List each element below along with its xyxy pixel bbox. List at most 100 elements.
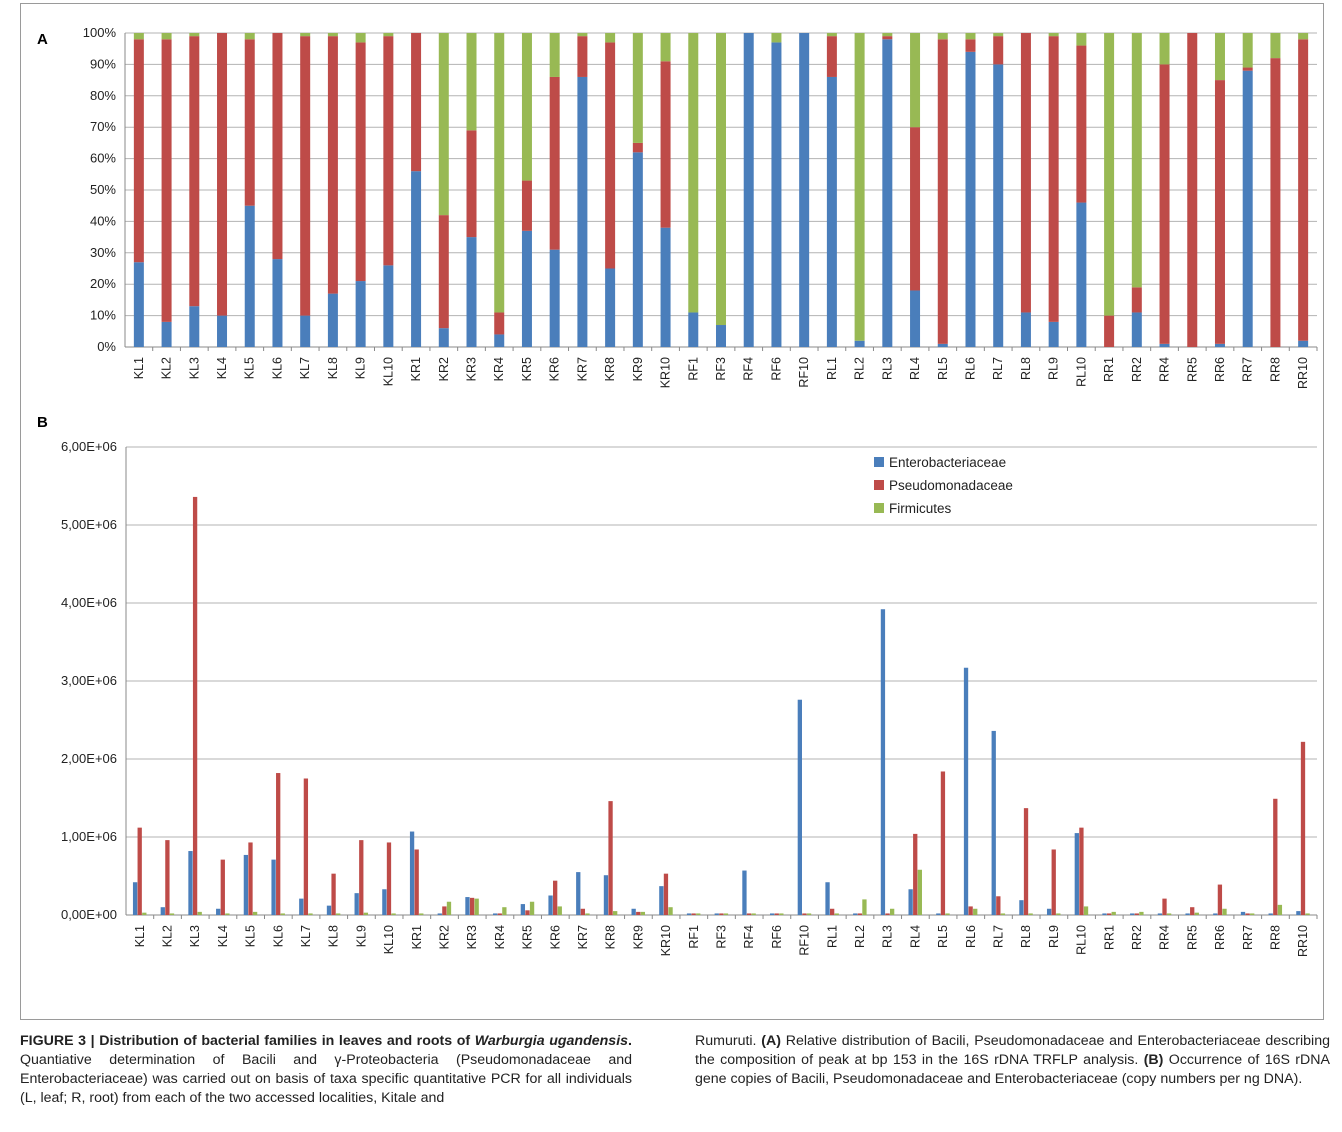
- bar-a-enterobacteriaceae: [577, 76, 588, 348]
- bar-b-pseudomonadaceae: [1162, 898, 1167, 915]
- bar-a-enterobacteriaceae: [799, 33, 810, 347]
- x-tick-label-a: KL8: [326, 357, 340, 379]
- bar-a-pseudomonadaceae: [1020, 33, 1031, 313]
- x-tick-label-b: KL6: [271, 925, 285, 947]
- bar-a-enterobacteriaceae: [632, 152, 643, 347]
- bar-b-pseudomonadaceae: [940, 771, 946, 915]
- x-tick-label-b: RL9: [1047, 925, 1061, 948]
- x-tick-label-b: RR6: [1213, 925, 1227, 950]
- bar-a-pseudomonadaceae: [411, 33, 422, 172]
- bar-a-firmicutes: [965, 33, 976, 40]
- bar-b-firmicutes: [862, 899, 867, 915]
- bar-a-enterobacteriaceae: [438, 328, 449, 347]
- bar-a-firmicutes: [466, 33, 477, 131]
- x-tick-label-a: RL1: [825, 357, 839, 380]
- bar-b-pseudomonadaceae: [1134, 913, 1139, 915]
- y-tick-label-a: 80%: [90, 88, 116, 103]
- bar-b-pseudomonadaceae: [469, 897, 475, 915]
- caption-right: Rumuruti. (A) Relative distribution of B…: [695, 1032, 1330, 1089]
- bar-a-pseudomonadaceae: [438, 215, 449, 329]
- bar-b-firmicutes: [529, 901, 535, 915]
- caption-right-text: Rumuruti.: [695, 1033, 762, 1049]
- caption-left-text: Quantiative determination of Bacili and …: [20, 1052, 632, 1106]
- bar-a-enterobacteriaceae: [1298, 340, 1309, 347]
- bar-b-pseudomonadaceae: [968, 906, 973, 915]
- x-tick-label-a: RR5: [1185, 357, 1199, 382]
- bar-a-pseudomonadaceae: [327, 36, 338, 294]
- bar-b-pseudomonadaceae: [913, 833, 918, 915]
- bar-b-firmicutes: [1277, 904, 1283, 915]
- bar-b-pseudomonadaceae: [1190, 907, 1195, 915]
- bar-b-enterobacteriaceae: [354, 893, 359, 915]
- bar-a-firmicutes: [882, 33, 893, 37]
- x-tick-label-b: KL2: [161, 925, 175, 947]
- bar-a-enterobacteriaceae: [494, 334, 505, 347]
- x-tick-label-a: KL10: [381, 357, 395, 386]
- bar-a-enterobacteriaceae: [965, 51, 976, 348]
- y-tick-label-b: 0,00E+00: [61, 907, 117, 922]
- bar-b-enterobacteriaceae: [216, 908, 221, 915]
- x-tick-label-b: RL5: [936, 925, 950, 948]
- bar-b-firmicutes: [197, 911, 202, 915]
- bar-b-firmicutes: [1250, 913, 1255, 915]
- x-tick-label-b: KL8: [327, 925, 341, 947]
- x-tick-label-b: KL1: [133, 925, 147, 947]
- bar-b-firmicutes: [917, 869, 922, 915]
- bar-b-enterobacteriaceae: [299, 898, 304, 915]
- bar-a-enterobacteriaceae: [217, 315, 228, 347]
- bar-a-pseudomonadaceae: [1104, 315, 1115, 347]
- bar-b-enterobacteriaceae: [465, 897, 470, 915]
- bar-b-pseudomonadaceae: [996, 896, 1001, 915]
- bar-a-pseudomonadaceae: [1131, 287, 1142, 313]
- bar-b-enterobacteriaceae: [991, 730, 996, 915]
- bar-b-enterobacteriaceae: [243, 854, 249, 915]
- x-tick-label-b: RL7: [991, 925, 1005, 948]
- bar-a-enterobacteriaceae: [466, 237, 477, 347]
- bar-b-enterobacteriaceae: [1157, 913, 1163, 915]
- bar-a-firmicutes: [327, 33, 338, 37]
- bar-a-firmicutes: [1159, 33, 1170, 65]
- bar-a-enterobacteriaceae: [1242, 70, 1253, 348]
- x-tick-label-b: KR10: [659, 925, 673, 956]
- x-tick-label-b: KR8: [604, 925, 618, 949]
- x-tick-label-b: RR1: [1102, 925, 1116, 950]
- bar-a-enterobacteriaceae: [549, 249, 560, 347]
- x-tick-label-b: RL2: [853, 925, 867, 948]
- bar-b-enterobacteriaceae: [1074, 833, 1079, 915]
- bar-b-enterobacteriaceae: [326, 905, 332, 915]
- bar-a-firmicutes: [1076, 33, 1087, 46]
- bar-b-firmicutes: [779, 913, 784, 915]
- bar-a-firmicutes: [660, 33, 671, 62]
- bar-a-firmicutes: [910, 33, 921, 128]
- x-tick-label-b: RF3: [715, 925, 729, 949]
- bar-b-pseudomonadaceae: [165, 840, 170, 915]
- bar-a-firmicutes: [771, 33, 782, 43]
- panel-b-label: B: [37, 414, 48, 431]
- bar-a-enterobacteriaceae: [411, 171, 422, 347]
- x-tick-label-b: RR7: [1241, 925, 1255, 950]
- x-tick-label-b: KL3: [188, 925, 202, 947]
- bar-b-pseudomonadaceae: [248, 842, 253, 915]
- x-tick-label-b: RL6: [964, 925, 978, 948]
- x-tick-label-a: RR10: [1296, 357, 1310, 389]
- bar-a-pseudomonadaceae: [1242, 67, 1253, 71]
- x-tick-label-b: RF6: [770, 925, 784, 949]
- bar-a-pseudomonadaceae: [161, 39, 172, 322]
- caption-panel-b-text: Occurrence of 16S rDNA gene copies of Ba…: [695, 1052, 1330, 1087]
- bar-a-enterobacteriaceae: [1076, 202, 1087, 347]
- bar-a-enterobacteriaceae: [688, 312, 699, 347]
- bar-a-firmicutes: [854, 33, 865, 341]
- bar-a-pseudomonadaceae: [993, 36, 1004, 65]
- bar-a-enterobacteriaceae: [1214, 343, 1225, 347]
- bar-b-firmicutes: [640, 911, 646, 915]
- x-tick-label-a: RL6: [963, 357, 977, 380]
- y-tick-label-b: 1,00E+06: [61, 829, 117, 844]
- x-tick-label-a: KL1: [132, 357, 146, 379]
- bar-b-enterobacteriaceae: [769, 913, 775, 915]
- x-tick-label-b: RR4: [1158, 925, 1172, 950]
- y-tick-label-a: 40%: [90, 213, 116, 228]
- bar-a-enterobacteriaceae: [189, 306, 200, 347]
- bar-a-firmicutes: [549, 33, 560, 77]
- bar-b-pseudomonadaceae: [746, 913, 752, 915]
- bar-b-pseudomonadaceae: [1273, 798, 1278, 915]
